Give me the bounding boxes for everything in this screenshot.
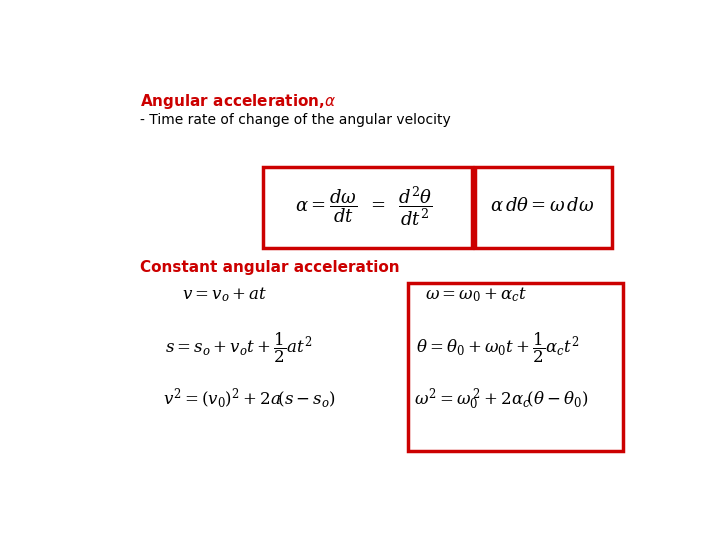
Text: $\mathit{\alpha} = \dfrac{d\omega}{dt} \;\;=\;\; \dfrac{d^2\theta}{dt^2}$: $\mathit{\alpha} = \dfrac{d\omega}{dt} \… bbox=[294, 184, 432, 228]
Text: Angular acceleration, $\!\!\mathit{\alpha}$: Angular acceleration, $\!\!\mathit{\alph… bbox=[140, 92, 337, 111]
FancyBboxPatch shape bbox=[475, 167, 612, 248]
Text: $\omega^2 = \omega_0^{\,2} + 2\alpha_c\!\left(\theta - \theta_0\right)$: $\omega^2 = \omega_0^{\,2} + 2\alpha_c\!… bbox=[413, 387, 588, 414]
Text: - Time rate of change of the angular velocity: - Time rate of change of the angular vel… bbox=[140, 113, 451, 126]
Text: $s = s_o + v_o t + \dfrac{1}{2}at^2$: $s = s_o + v_o t + \dfrac{1}{2}at^2$ bbox=[166, 331, 312, 365]
FancyBboxPatch shape bbox=[263, 167, 472, 248]
Text: Constant angular acceleration: Constant angular acceleration bbox=[140, 260, 400, 275]
Text: $v^2 = \left(v_0\right)^2 + 2a\!\left(s - s_o\right)$: $v^2 = \left(v_0\right)^2 + 2a\!\left(s … bbox=[163, 387, 336, 411]
Text: $\mathit{\alpha}\,d\theta = \omega\,d\omega$: $\mathit{\alpha}\,d\theta = \omega\,d\om… bbox=[490, 197, 594, 215]
Text: $v = v_o + at$: $v = v_o + at$ bbox=[182, 285, 267, 304]
Text: $\omega = \omega_0 + \alpha_c t$: $\omega = \omega_0 + \alpha_c t$ bbox=[425, 285, 527, 304]
Text: $\theta = \theta_0 + \omega_0 t + \dfrac{1}{2}\alpha_c t^2$: $\theta = \theta_0 + \omega_0 t + \dfrac… bbox=[416, 331, 580, 365]
FancyBboxPatch shape bbox=[408, 283, 623, 451]
